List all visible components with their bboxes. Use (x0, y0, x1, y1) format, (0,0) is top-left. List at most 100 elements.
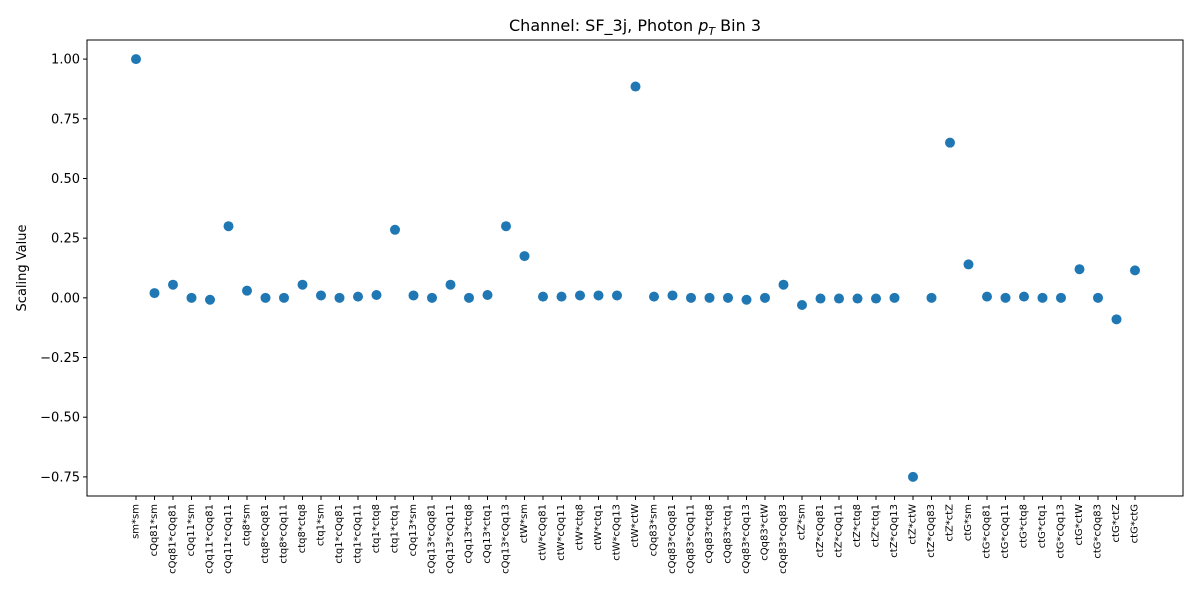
data-point (834, 293, 844, 304)
x-tick-label: ctZ*ctZ (945, 504, 956, 542)
data-point (519, 251, 530, 262)
data-point (815, 293, 826, 304)
x-tick-label: cQq83*ctW (760, 504, 771, 561)
data-point (908, 471, 918, 482)
x-tick-label: ctZ*ctW (908, 504, 919, 545)
x-tick-label: ctW*ctq8 (575, 504, 586, 550)
data-point (612, 290, 622, 301)
x-axis-ticks: sm*sm cQq81*sm cQq81*cQq81 cQq11*sm cQq11*cQ… (131, 496, 1141, 574)
x-tick-label: cQq83*cQq83 (778, 504, 789, 574)
data-point (334, 292, 345, 303)
title-symbol: p (697, 16, 708, 35)
data-point (482, 289, 493, 300)
data-point (852, 293, 863, 304)
data-point (371, 289, 382, 300)
x-tick-label: ctG*ctG (1130, 504, 1141, 543)
x-tick-label: ctW*ctq1 (593, 504, 604, 550)
data-point (797, 300, 807, 311)
data-point (297, 279, 308, 290)
x-tick-label: cQq13*cQq81 (427, 504, 438, 574)
x-tick-label: ctW*ctW (630, 504, 641, 548)
y-tick-label: −0.75 (40, 470, 80, 485)
data-point (1093, 292, 1103, 303)
data-point (168, 279, 178, 290)
data-point (723, 292, 733, 303)
data-point (1111, 314, 1122, 325)
data-point (1000, 292, 1011, 303)
x-tick-label: ctZ*ctq8 (852, 504, 863, 547)
data-points (131, 54, 1140, 482)
data-point (1074, 264, 1085, 275)
title-prefix: Channel: SF_3j, Photon (509, 16, 698, 36)
x-tick-label: ctq1*cQq11 (353, 504, 364, 564)
x-tick-label: ctW*cQq11 (556, 504, 567, 561)
x-tick-label: ctZ*ctq1 (871, 504, 882, 547)
title-suffix: Bin 3 (715, 16, 761, 35)
x-tick-label: cQq13*ctq8 (464, 504, 475, 564)
x-tick-label: ctZ*sm (797, 504, 808, 540)
data-point (242, 285, 252, 296)
x-tick-label: cQq11*cQq11 (223, 504, 234, 574)
data-point (538, 291, 548, 302)
data-point (686, 292, 696, 303)
x-tick-label: cQq13*sm (408, 504, 419, 556)
y-tick-label: −0.25 (40, 351, 80, 366)
x-tick-label: cQq83*cQq11 (686, 504, 697, 574)
data-point (353, 291, 363, 302)
x-tick-label: cQq83*ctq1 (723, 504, 734, 564)
data-point (260, 292, 271, 303)
data-point (1037, 292, 1048, 303)
x-tick-label: ctq1*cQq81 (334, 504, 345, 564)
x-tick-label: ctW*cQq13 (612, 504, 623, 561)
y-tick-label: 0.00 (51, 291, 80, 306)
x-tick-label: ctq1*ctq8 (371, 504, 382, 553)
x-tick-label: ctZ*cQq11 (834, 504, 845, 558)
x-tick-label: ctZ*cQq81 (815, 504, 826, 558)
x-tick-label: cQq83*ctq8 (704, 504, 715, 564)
y-axis-ticks: −0.75 −0.50 −0.25 0.00 0.25 0.50 0.75 1.00 (40, 53, 87, 485)
data-point (316, 290, 326, 301)
x-tick-label: ctW*cQq81 (538, 504, 549, 561)
x-tick-label: cQq81*sm (149, 504, 160, 556)
data-point (889, 292, 900, 303)
data-point (1019, 291, 1029, 302)
x-tick-label: cQq13*ctq1 (482, 504, 493, 564)
data-point (649, 291, 659, 302)
data-point (556, 291, 567, 302)
data-point (390, 224, 400, 235)
x-tick-label: ctG*ctq8 (1019, 504, 1030, 548)
data-point (926, 292, 937, 303)
x-tick-label: cQq13*cQq13 (501, 504, 512, 574)
x-tick-label: ctq8*ctq8 (297, 504, 308, 553)
x-tick-label: sm*sm (131, 504, 142, 539)
x-tick-label: cQq83*sm (649, 504, 660, 556)
data-point (1130, 265, 1140, 276)
x-tick-label: ctZ*cQq13 (889, 504, 900, 558)
data-point (464, 292, 474, 303)
data-point (593, 290, 604, 301)
x-tick-label: ctG*ctW (1074, 504, 1085, 546)
y-axis-label: Scaling Value (15, 225, 30, 312)
y-tick-label: −0.50 (40, 411, 80, 426)
x-tick-label: ctq8*cQq81 (260, 504, 271, 564)
data-point (741, 294, 752, 305)
x-tick-label: cQq11*sm (186, 504, 197, 556)
data-point (778, 279, 789, 290)
data-point (408, 290, 419, 301)
x-tick-label: cQq83*cQq13 (741, 504, 752, 574)
plot-frame (86, 39, 1184, 497)
data-point (630, 81, 641, 92)
x-tick-label: cQq11*cQq81 (205, 504, 216, 574)
data-point (149, 288, 160, 299)
x-tick-label: ctq1*sm (316, 504, 327, 546)
x-tick-label: cQq13*cQq11 (445, 504, 456, 574)
data-point (667, 290, 678, 301)
x-tick-label: ctZ*cQq83 (926, 504, 937, 558)
chart-title: Channel: SF_3j, Photon pT Bin 3 (509, 16, 761, 38)
data-point (279, 292, 289, 303)
y-tick-label: 0.50 (51, 172, 80, 187)
data-point (223, 221, 234, 232)
data-point (205, 294, 215, 305)
x-tick-label: ctG*ctZ (1111, 504, 1122, 543)
